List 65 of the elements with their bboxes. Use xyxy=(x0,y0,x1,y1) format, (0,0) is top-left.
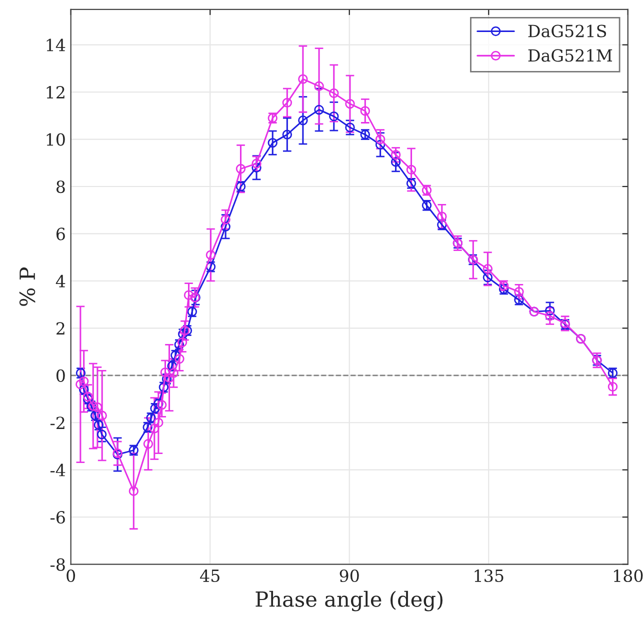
point xyxy=(314,81,324,92)
x-tick-label: 180 xyxy=(614,569,643,582)
point xyxy=(329,112,339,122)
point xyxy=(282,98,292,108)
y-tick-label: 6 xyxy=(56,228,65,240)
point xyxy=(608,382,618,392)
point xyxy=(206,250,216,260)
point xyxy=(174,354,184,364)
x-tick-label: 0 xyxy=(66,569,76,582)
point xyxy=(482,264,493,274)
point xyxy=(156,400,167,410)
y-tick-label: -8 xyxy=(50,558,65,571)
point xyxy=(150,424,160,434)
point xyxy=(252,158,262,168)
legend-label: DaG521S xyxy=(528,24,606,38)
point xyxy=(482,272,493,282)
point xyxy=(268,138,278,148)
x-tick-label: 90 xyxy=(340,569,359,582)
y-tick-label: 8 xyxy=(56,180,65,194)
point xyxy=(128,486,139,496)
point xyxy=(514,286,524,297)
point xyxy=(184,290,194,300)
point xyxy=(220,222,230,232)
point xyxy=(76,380,86,390)
point xyxy=(545,311,555,321)
point xyxy=(345,98,355,109)
legend-label: DaG521M xyxy=(528,49,612,62)
y-tick-label: 10 xyxy=(46,133,65,146)
y-tick-label: -2 xyxy=(50,416,64,429)
point xyxy=(375,134,386,144)
x-tick-label: 135 xyxy=(474,569,504,582)
y-axis-title: % P xyxy=(19,267,36,306)
point xyxy=(360,106,370,116)
point xyxy=(390,150,401,160)
point xyxy=(180,326,190,336)
point xyxy=(282,130,292,140)
point xyxy=(97,410,107,420)
y-tick-label: 12 xyxy=(46,86,64,98)
point xyxy=(154,418,164,428)
point xyxy=(437,212,447,222)
y-tick-label: -6 xyxy=(50,511,65,524)
point xyxy=(220,214,230,224)
point xyxy=(168,368,178,378)
y-tick-label: -4 xyxy=(50,464,66,476)
point xyxy=(143,439,154,449)
y-tick-label: 0 xyxy=(56,369,65,382)
y-tick-label: 4 xyxy=(56,274,66,288)
y-tick-label: 2 xyxy=(56,322,64,335)
point xyxy=(160,367,170,378)
point xyxy=(314,104,324,115)
x-axis-title: Phase angle (deg) xyxy=(256,590,442,612)
point xyxy=(298,116,308,126)
x-tick-label: 45 xyxy=(200,569,220,582)
y-tick-label: 14 xyxy=(46,38,66,52)
point xyxy=(329,88,339,98)
point xyxy=(545,306,555,316)
point xyxy=(345,122,355,132)
point xyxy=(236,164,246,174)
point xyxy=(390,157,401,167)
point xyxy=(96,430,107,440)
point xyxy=(406,164,416,175)
point xyxy=(78,376,89,386)
point xyxy=(252,162,262,172)
point xyxy=(375,140,386,150)
point xyxy=(298,74,308,84)
